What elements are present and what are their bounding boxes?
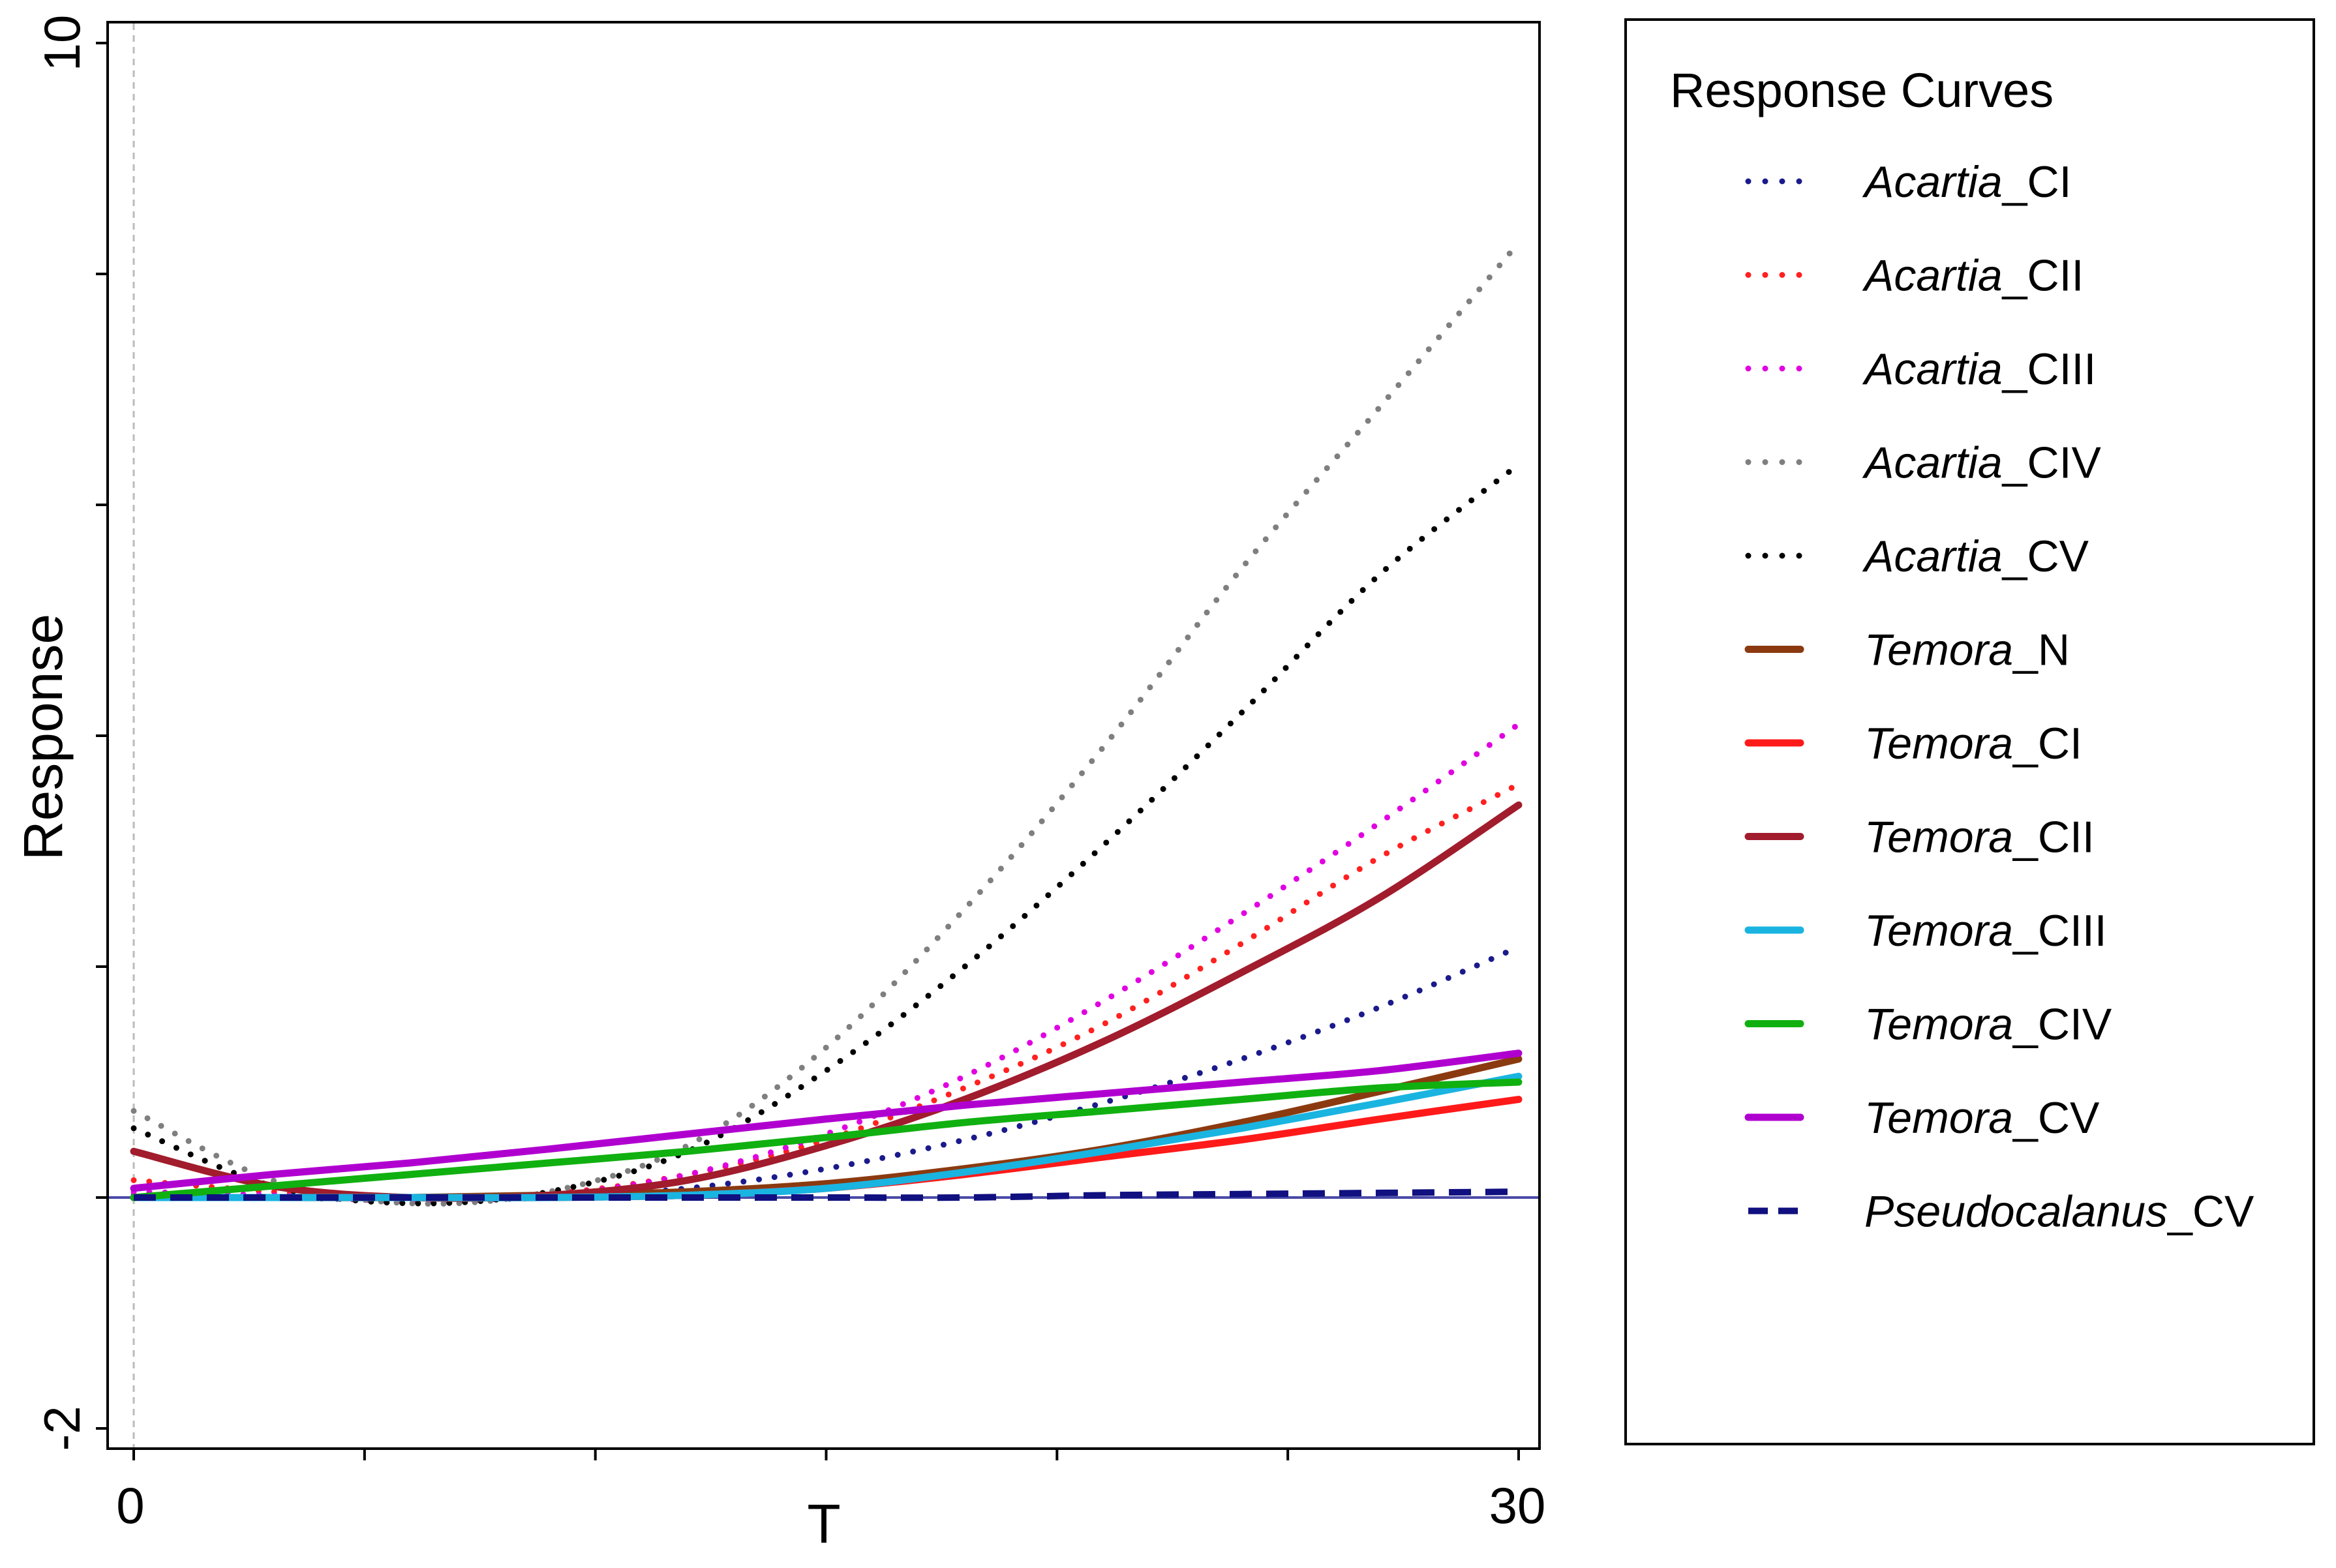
legend-genus: Temora: [1864, 719, 2013, 768]
legend-label: Acartia_CIII: [1862, 344, 2096, 394]
legend-items: Acartia_CIAcartia_CIIAcartia_CIIIAcartia…: [1744, 157, 2254, 1237]
legend-genus: Acartia: [1862, 438, 2003, 488]
legend-label: Temora_N: [1864, 626, 2070, 675]
legend-item: Pseudocalanus_CV: [1748, 1187, 2254, 1237]
legend-genus: Pseudocalanus: [1864, 1187, 2168, 1237]
legend-item: Temora_CI: [1744, 719, 2082, 768]
legend-item: Acartia_CV: [1745, 532, 2089, 581]
legend-label: Temora_CI: [1864, 719, 2082, 768]
series-layer: [130, 239, 1523, 1207]
y-axis-ticks: [96, 42, 108, 1430]
x-axis-ticks: [132, 1449, 1520, 1460]
x-tick-label-max: 30: [1489, 1477, 1546, 1534]
legend-genus: Temora: [1864, 813, 2013, 862]
legend-item: Temora_N: [1744, 626, 2070, 675]
series-line-temora-civ: [130, 1078, 1523, 1201]
legend-stage: _CIII: [2001, 344, 2097, 394]
legend-label: Acartia_CV: [1862, 532, 2089, 581]
legend-box: [1624, 18, 2315, 1445]
legend-stage: _CI: [2001, 157, 2072, 207]
legend-item: Acartia_CIII: [1745, 344, 2096, 394]
legend-item: Temora_CIII: [1744, 906, 2107, 956]
legend-genus: Acartia: [1862, 532, 2003, 581]
legend-label: Pseudocalanus_CV: [1864, 1187, 2254, 1237]
legend-stage: _N: [2012, 626, 2070, 675]
legend-stage: _CI: [2012, 719, 2082, 768]
legend-label: Temora_CV: [1864, 1093, 2100, 1143]
legend-stage: _CII: [2012, 813, 2095, 862]
legend-label: Temora_CII: [1864, 813, 2095, 862]
legend-label: Acartia_CIV: [1862, 438, 2101, 488]
y-tick-label-max: 10: [33, 15, 91, 72]
series-line-pseudocalanus-cv: [134, 1188, 1519, 1201]
legend-item: Temora_CV: [1744, 1093, 2100, 1143]
legend-genus: Temora: [1864, 1093, 2013, 1143]
legend-label: Temora_CIV: [1864, 1000, 2112, 1049]
legend-item: Acartia_CI: [1745, 157, 2071, 207]
legend-stage: _CIII: [2012, 906, 2107, 956]
series-line-acartia-cii: [130, 781, 1522, 1203]
legend-genus: Acartia: [1862, 344, 2003, 394]
legend-item: Acartia_CIV: [1745, 438, 2101, 488]
legend-genus: Temora: [1864, 1000, 2013, 1049]
legend-stage: _CV: [2012, 1093, 2100, 1143]
legend-genus: Temora: [1864, 626, 2013, 675]
legend-genus: Acartia: [1862, 251, 2003, 301]
legend-genus: Temora: [1864, 906, 2013, 956]
series-line-temora-cv: [130, 1049, 1523, 1192]
legend-item: Acartia_CII: [1745, 251, 2084, 301]
legend-item: Temora_CII: [1744, 813, 2095, 862]
y-tick-label-min: -2: [33, 1406, 91, 1451]
x-axis-title: T: [807, 1493, 840, 1554]
series-line-acartia-cv: [130, 461, 1522, 1207]
legend-item: Temora_CIV: [1744, 1000, 2112, 1049]
x-tick-label-min: 0: [116, 1477, 144, 1534]
legend-genus: Acartia: [1862, 157, 2003, 207]
series-line-acartia-ciii: [130, 721, 1522, 1204]
legend-title: Response Curves: [1670, 63, 2054, 117]
legend-stage: _CIV: [2012, 1000, 2112, 1049]
legend-stage: _CV: [2166, 1187, 2254, 1237]
y-axis-title: Response: [12, 614, 74, 860]
plot-area: [106, 21, 1541, 1450]
series-line-acartia-civ: [130, 239, 1522, 1207]
legend-stage: _CV: [2001, 532, 2089, 581]
legend-label: Temora_CIII: [1864, 906, 2107, 956]
legend-stage: _CIV: [2001, 438, 2102, 488]
legend-label: Acartia_CI: [1862, 157, 2071, 207]
legend-stage: _CII: [2001, 251, 2084, 301]
legend-label: Acartia_CII: [1862, 251, 2084, 301]
